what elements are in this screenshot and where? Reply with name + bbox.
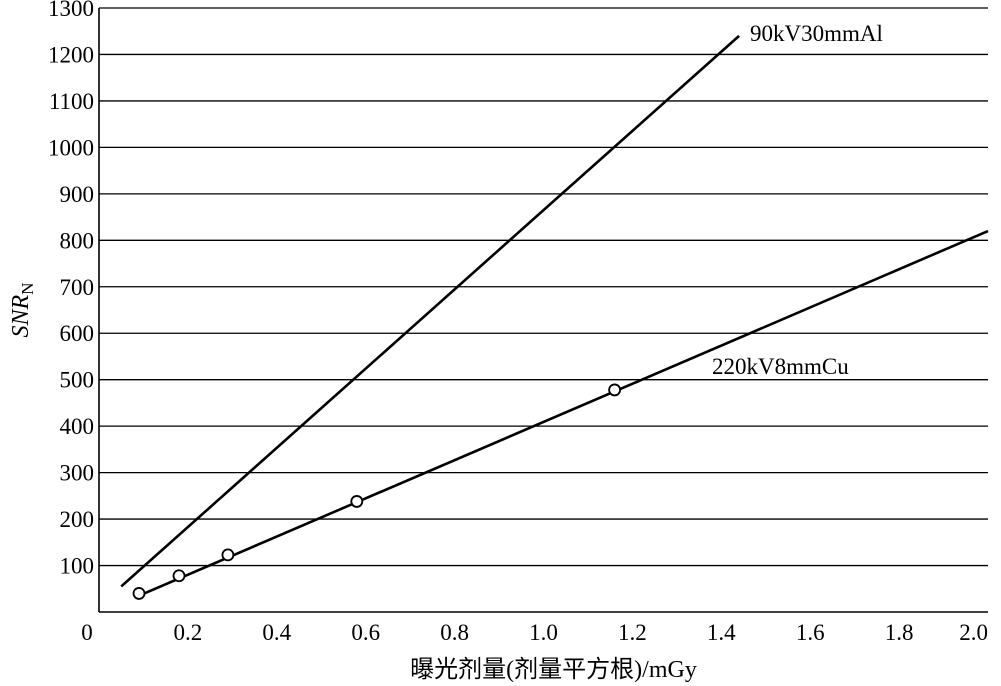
y-tick-label: 600 bbox=[60, 321, 95, 346]
x-tick-label: 1.0 bbox=[529, 620, 558, 645]
data-point bbox=[172, 569, 186, 583]
x-tick-label: 0.8 bbox=[440, 620, 469, 645]
series-line bbox=[138, 229, 989, 597]
series-labels: 90kV30mmAl 220kV8mmCu bbox=[712, 21, 883, 379]
y-tick-label: 300 bbox=[60, 461, 95, 486]
svg-text:SNRN: SNRN bbox=[8, 283, 37, 338]
data-point bbox=[350, 495, 364, 508]
y-tick-label: 100 bbox=[60, 554, 95, 579]
x-tick-label: 0.2 bbox=[174, 620, 203, 645]
y-tick-label: 200 bbox=[60, 507, 95, 532]
series-1 bbox=[120, 34, 740, 588]
x-tick-label: 0.4 bbox=[262, 620, 291, 645]
y-axis-title-main: SNR bbox=[8, 294, 34, 337]
series-2 bbox=[132, 229, 989, 600]
series-group bbox=[120, 34, 989, 600]
y-tick-label: 1200 bbox=[48, 42, 94, 67]
axes bbox=[98, 8, 988, 613]
y-tick-label: 900 bbox=[60, 182, 95, 207]
x-tick-label: 1.8 bbox=[885, 620, 914, 645]
data-point bbox=[608, 383, 622, 397]
series-line bbox=[120, 34, 740, 588]
y-tick-label: 1100 bbox=[49, 89, 94, 114]
x-tick-labels: 0 0.2 0.4 0.6 0.8 1.0 1.2 1.4 1.6 1.8 2.0 bbox=[81, 620, 988, 645]
series-label-220kv: 220kV8mmCu bbox=[712, 354, 849, 379]
y-axis-title: SNRN bbox=[8, 283, 37, 338]
y-tick-label: 800 bbox=[60, 228, 95, 253]
y-axis-title-sub: N bbox=[18, 283, 37, 295]
x-tick-label: 1.4 bbox=[707, 620, 736, 645]
y-tick-label: 700 bbox=[60, 275, 95, 300]
x-tick-label: 0 bbox=[81, 620, 93, 645]
series-label-90kv: 90kV30mmAl bbox=[750, 21, 883, 46]
y-tick-label: 1300 bbox=[48, 0, 94, 21]
y-tick-labels: 100 200 300 400 500 600 700 800 900 1000 1100 1200 1… bbox=[48, 0, 94, 579]
y-tick-label: 400 bbox=[60, 414, 95, 439]
data-point bbox=[132, 587, 146, 600]
gridlines bbox=[99, 7, 988, 567]
x-tick-label: 1.6 bbox=[796, 620, 825, 645]
x-tick-label: 1.2 bbox=[618, 620, 647, 645]
y-tick-label: 500 bbox=[60, 368, 95, 393]
x-tick-label: 0.6 bbox=[351, 620, 380, 645]
y-tick-label: 1000 bbox=[48, 135, 94, 160]
data-point bbox=[221, 548, 235, 562]
x-axis-title: 曝光剂量(剂量平方根)/mGy bbox=[410, 656, 697, 683]
x-tick-label: 2.0 bbox=[959, 620, 988, 645]
